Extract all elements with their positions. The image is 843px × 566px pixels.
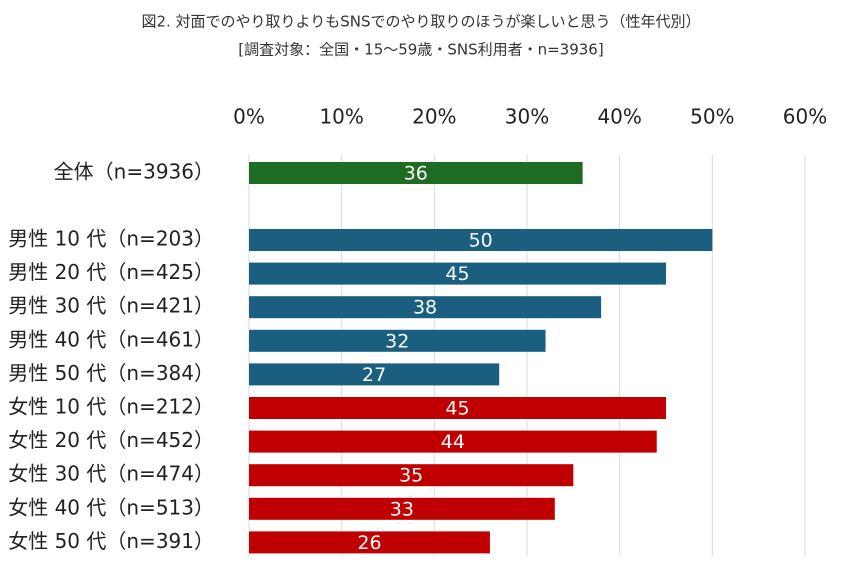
x-tick-label: 0% (233, 105, 265, 129)
bar (249, 531, 490, 554)
chart-title: 図2. 対面でのやり取りよりもSNSでのやり取りのほうが楽しいと思う（性年代別） (141, 13, 700, 31)
category-label: 女性 40 代（n=513） (8, 495, 214, 519)
category-label: 男性 10 代（n=203） (8, 227, 214, 251)
x-tick-label: 30% (505, 105, 549, 129)
category-label: 男性 30 代（n=421） (8, 294, 214, 318)
value-label: 32 (385, 330, 409, 352)
bar (249, 229, 713, 251)
category-label: 男性 40 代（n=461） (8, 327, 214, 351)
value-label: 33 (390, 498, 414, 520)
bar (249, 397, 666, 419)
x-tick-label: 60% (783, 105, 827, 129)
bar (249, 363, 500, 386)
bar (249, 329, 546, 352)
x-tick-label: 20% (412, 105, 456, 129)
value-label: 45 (445, 398, 469, 420)
bar (249, 430, 657, 453)
value-label: 38 (413, 297, 437, 319)
category-label: 男性 20 代（n=425） (8, 260, 214, 284)
category-label: 女性 50 代（n=391） (8, 529, 214, 553)
bar (249, 162, 583, 184)
value-label: 44 (441, 431, 465, 453)
category-label: 全体（n=3936） (54, 160, 214, 184)
value-label: 27 (362, 364, 386, 386)
category-label: 女性 10 代（n=212） (8, 395, 214, 419)
value-label: 35 (399, 465, 423, 487)
x-tick-label: 40% (597, 105, 641, 129)
x-tick-label: 10% (319, 105, 363, 129)
value-label: 26 (357, 532, 381, 554)
bar (249, 497, 555, 520)
value-label: 45 (445, 263, 469, 285)
x-tick-label: 50% (690, 105, 734, 129)
bar (249, 296, 602, 319)
chart-subtitle: [調査対象：全国・15～59歳・SNS利用者・n=3936] (238, 41, 603, 59)
bar (249, 464, 574, 487)
category-label: 女性 20 代（n=452） (8, 428, 214, 452)
category-label: 男性 50 代（n=384） (8, 361, 214, 385)
category-label: 女性 30 代（n=474） (8, 462, 214, 486)
value-label: 50 (469, 230, 493, 252)
value-label: 36 (404, 163, 428, 185)
bar (249, 262, 666, 285)
